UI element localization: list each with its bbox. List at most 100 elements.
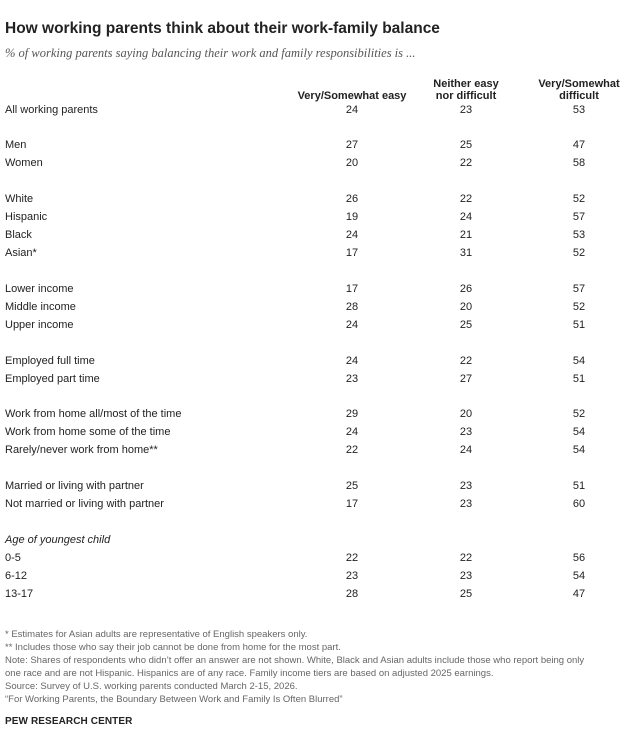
row-label: Lower income [5,283,74,295]
cell-value: 52 [572,247,586,259]
cell-value: 29 [345,408,359,420]
cell-value: 53 [572,229,586,241]
cell-value: 27 [345,139,359,151]
row-label: Men [5,139,27,151]
cell-value: 25 [459,139,473,151]
cell-value: 24 [345,355,359,367]
cell-value: 24 [345,319,359,331]
column-header-3-line-1: Very/Somewhat [538,78,620,90]
row-label: Women [5,157,43,169]
row-label: Employed full time [5,355,95,367]
table-row: Rarely/never work from home** 22 24 54 [0,444,640,460]
cell-value: 23 [345,373,359,385]
cell-value: 23 [459,480,473,492]
cell-value: 26 [345,193,359,205]
cell-value: 22 [459,157,473,169]
cell-value: 54 [572,355,586,367]
column-header-1-line-1: Very/Somewhat easy [297,90,407,102]
table-row: Employed full time 24 22 54 [0,355,640,371]
cell-value: 56 [572,552,586,564]
table-row: Middle income 28 20 52 [0,301,640,317]
note-line-1: Note: Shares of respondents who didn’t o… [5,655,585,666]
cell-value: 17 [345,283,359,295]
source-note: Source: Survey of U.S. working parents c… [5,681,298,692]
row-label: 6-12 [5,570,28,582]
table-row: Black 24 21 53 [0,229,640,245]
cell-value: 28 [345,301,359,313]
cell-value: 22 [459,355,473,367]
table-row: 13-17 28 25 47 [0,588,640,604]
cell-value: 22 [345,552,359,564]
cell-value: 23 [459,498,473,510]
table-row: Not married or living with partner 17 23 60 [0,498,640,514]
row-label: Married or living with partner [5,480,144,492]
cell-value: 24 [345,229,359,241]
cell-value: 17 [345,247,359,259]
cell-value: 53 [572,104,586,116]
table-row: White 26 22 52 [0,193,640,209]
cell-value: 25 [459,588,473,600]
row-label: Asian* [5,247,37,259]
cell-value: 52 [572,301,586,313]
cell-value: 23 [459,426,473,438]
table-row: Lower income 17 26 57 [0,283,640,299]
row-label: White [5,193,34,205]
table-row: All working parents 24 23 53 [0,104,640,120]
chart-subtitle: % of working parents saying balancing th… [5,46,416,60]
cell-value: 25 [345,480,359,492]
cell-value: 22 [459,552,473,564]
table-row: 6-12 23 23 54 [0,570,640,586]
cell-value: 22 [345,444,359,456]
cell-value: 20 [459,301,473,313]
cell-value: 51 [572,319,586,331]
row-label: Employed part time [5,373,100,385]
table-row: Married or living with partner 25 23 51 [0,480,640,496]
cell-value: 24 [345,104,359,116]
cell-value: 51 [572,480,586,492]
note-line-2: one race and are not Hispanic. Hispanics… [5,668,494,679]
table-row: Men 27 25 47 [0,139,640,155]
cell-value: 58 [572,157,586,169]
table-row: Work from home some of the time 24 23 54 [0,426,640,442]
cell-value: 23 [459,570,473,582]
row-label: Middle income [5,301,76,313]
cell-value: 20 [459,408,473,420]
group-label-age-of-youngest-child: Age of youngest child [5,534,111,546]
cell-value: 54 [572,570,586,582]
table-row: Upper income 24 25 51 [0,319,640,335]
cell-value: 19 [345,211,359,223]
row-label: 13-17 [5,588,34,600]
column-header-3-line-2: difficult [559,90,599,102]
row-label: Hispanic [5,211,48,223]
footnote-asian: * Estimates for Asian adults are represe… [5,629,308,640]
cell-value: 57 [572,211,586,223]
cell-value: 47 [572,588,586,600]
footnote-work-from-home: ** Includes those who say their job cann… [5,642,341,653]
cell-value: 27 [459,373,473,385]
row-label: All working parents [5,104,98,116]
report-title-note: “For Working Parents, the Boundary Betwe… [5,694,343,705]
table-row: Hispanic 19 24 57 [0,211,640,227]
cell-value: 23 [345,570,359,582]
row-label: Upper income [5,319,74,331]
cell-value: 24 [345,426,359,438]
cell-value: 31 [459,247,473,259]
table-row: Asian* 17 31 52 [0,247,640,263]
cell-value: 17 [345,498,359,510]
cell-value: 28 [345,588,359,600]
table-row: Work from home all/most of the time 29 20 5… [0,408,640,424]
row-label: Black [5,229,32,241]
table-row: Employed part time 23 27 51 [0,373,640,389]
table-row: Women 20 22 58 [0,157,640,173]
cell-value: 25 [459,319,473,331]
column-header-2-line-2: nor difficult [435,90,497,102]
cell-value: 26 [459,283,473,295]
cell-value: 54 [572,426,586,438]
row-label: Not married or living with partner [5,498,164,510]
cell-value: 47 [572,139,586,151]
row-label: Work from home all/most of the time [5,408,182,420]
cell-value: 24 [459,444,473,456]
cell-value: 20 [345,157,359,169]
cell-value: 52 [572,408,586,420]
cell-value: 21 [459,229,473,241]
